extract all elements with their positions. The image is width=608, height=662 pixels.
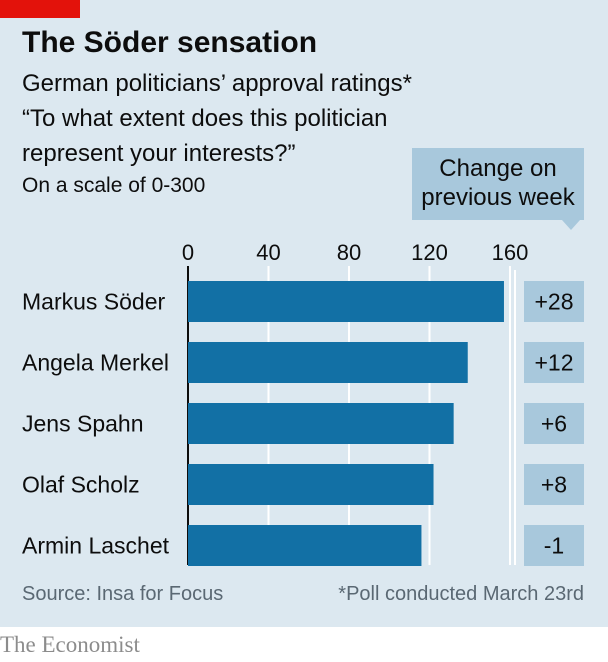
x-tick-label-40: 40 [256,240,280,265]
category-label-0: Markus Söder [22,289,166,315]
poll-footnote: *Poll conducted March 23rd [338,583,584,605]
bar-1 [188,342,468,383]
chart-subtitle-line-1: German politicians’ approval ratings* [22,70,412,97]
change-value-3: +8 [541,472,567,498]
change-value-0: +28 [534,289,573,315]
change-value-2: +6 [541,411,567,437]
chart-title: The Söder sensation [22,26,318,59]
brand-red-tag [0,0,80,18]
bar-2 [188,403,454,444]
bar-3 [188,464,434,505]
bar-layer [188,281,584,566]
category-label-3: Olaf Scholz [22,472,140,498]
change-box-1 [524,342,584,383]
category-label-2: Jens Spahn [22,411,143,437]
bar-chart: 0 40 80 120 160 Markus Söder +28 Angela Merkel +… [22,240,584,566]
change-value-4: -1 [544,533,564,559]
change-box-4 [524,525,584,566]
bar-0 [188,281,504,322]
change-box-3 [524,464,584,505]
bar-4 [188,525,422,566]
brand-logo: The Economist [0,632,140,657]
x-tick-label-80: 80 [337,240,361,265]
category-label-4: Armin Laschet [22,533,170,559]
chart-subtitle-line-3: represent your interests?” [22,140,296,167]
scale-note: On a scale of 0-300 [22,174,206,197]
x-tick-label-160: 160 [492,240,529,265]
change-column-header: Change on previous week [412,148,584,230]
change-box-0 [524,281,584,322]
label-layer: 0 40 80 120 160 Markus Söder +28 Angela Merkel +… [22,240,574,559]
x-tick-label-0: 0 [182,240,194,265]
chart-subtitle-line-2: “To what extent does this politician [22,105,388,132]
change-header-line-1: Change on [439,155,557,182]
category-label-1: Angela Merkel [22,350,169,376]
change-header-line-2: previous week [421,184,575,211]
change-value-1: +12 [534,350,573,376]
x-tick-label-120: 120 [411,240,448,265]
change-box-2 [524,403,584,444]
source-note: Source: Insa for Focus [22,583,224,605]
